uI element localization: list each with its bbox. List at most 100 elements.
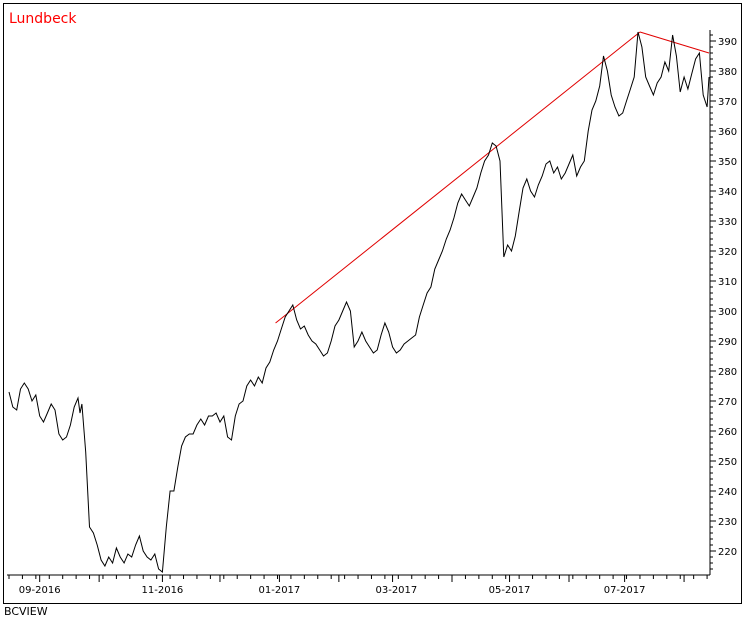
price-point: [254, 386, 255, 387]
price-point: [545, 164, 546, 165]
price-point: [300, 329, 301, 330]
price-point: [223, 416, 224, 417]
price-point: [185, 437, 186, 438]
price-point: [709, 77, 710, 78]
price-point: [595, 101, 596, 102]
price-point: [580, 167, 581, 168]
price-point: [139, 536, 140, 537]
price-point: [618, 116, 619, 117]
price-point: [246, 386, 247, 387]
price-point: [373, 353, 374, 354]
series-layer: [8, 31, 710, 573]
price-point: [200, 419, 201, 420]
price-point: [12, 407, 13, 408]
price-point: [649, 86, 650, 87]
price-point: [557, 167, 558, 168]
price-point: [427, 293, 428, 294]
y-tick-label: 380: [718, 67, 737, 78]
price-point: [484, 161, 485, 162]
price-point: [292, 305, 293, 306]
price-point: [312, 341, 313, 342]
y-tick-label: 360: [718, 127, 737, 138]
price-point: [143, 551, 144, 552]
y-tick-label: 390: [718, 37, 737, 48]
price-point: [327, 353, 328, 354]
y-tick-label: 240: [718, 487, 737, 498]
trendline-2: [639, 31, 710, 54]
price-point: [62, 440, 63, 441]
price-point: [638, 32, 639, 33]
chart-title: Lundbeck: [9, 11, 77, 27]
price-point: [35, 395, 36, 396]
price-point: [131, 557, 132, 558]
price-point: [335, 326, 336, 327]
price-point: [189, 434, 190, 435]
price-point: [634, 77, 635, 78]
price-point: [446, 239, 447, 240]
price-point: [411, 338, 412, 339]
price-point: [461, 194, 462, 195]
price-point: [216, 413, 217, 414]
price-point: [55, 410, 56, 411]
price-point: [492, 143, 493, 144]
price-point: [265, 368, 266, 369]
price-point: [707, 107, 708, 108]
price-point: [154, 554, 155, 555]
price-point: [473, 197, 474, 198]
price-point: [503, 257, 504, 258]
price-point: [476, 188, 477, 189]
price-point: [407, 341, 408, 342]
price-point: [78, 398, 79, 399]
price-point: [93, 533, 94, 534]
price-point: [227, 437, 228, 438]
price-point: [120, 557, 121, 558]
price-point: [430, 287, 431, 288]
price-point: [219, 422, 220, 423]
price-line: [8, 31, 710, 573]
price-point: [58, 434, 59, 435]
price-point: [277, 341, 278, 342]
price-point: [423, 305, 424, 306]
price-point: [212, 416, 213, 417]
price-point: [354, 347, 355, 348]
price-point: [388, 332, 389, 333]
price-point: [181, 446, 182, 447]
price-point: [193, 434, 194, 435]
price-point: [442, 251, 443, 252]
price-point: [392, 347, 393, 348]
y-tick-label: 290: [718, 337, 737, 348]
price-point: [239, 404, 240, 405]
price-point: [89, 527, 90, 528]
price-point: [496, 146, 497, 147]
price-point: [104, 566, 105, 567]
price-point: [515, 236, 516, 237]
price-point: [39, 416, 40, 417]
x-tick-label: 03-2017: [375, 585, 417, 596]
price-point: [16, 410, 17, 411]
price-point: [538, 185, 539, 186]
price-point: [51, 404, 52, 405]
price-point: [457, 203, 458, 204]
price-point: [434, 269, 435, 270]
price-point: [177, 467, 178, 468]
y-tick-label: 230: [718, 517, 737, 528]
price-point: [204, 425, 205, 426]
price-point: [526, 179, 527, 180]
y-tick-label: 370: [718, 97, 737, 108]
price-point: [404, 344, 405, 345]
price-point: [641, 47, 642, 48]
price-point: [70, 425, 71, 426]
price-point: [561, 179, 562, 180]
price-point: [231, 440, 232, 441]
price-point: [569, 164, 570, 165]
price-point: [173, 491, 174, 492]
price-point: [296, 320, 297, 321]
chart-frame: Lundbeck 220 230 240 250 260 270 280 290 300 310 3…: [3, 3, 742, 604]
price-point: [645, 77, 646, 78]
price-point: [304, 326, 305, 327]
y-tick-label: 220: [718, 547, 737, 558]
price-point: [695, 59, 696, 60]
price-point: [308, 335, 309, 336]
x-tick-label: 01-2017: [259, 585, 301, 596]
price-point: [323, 356, 324, 357]
